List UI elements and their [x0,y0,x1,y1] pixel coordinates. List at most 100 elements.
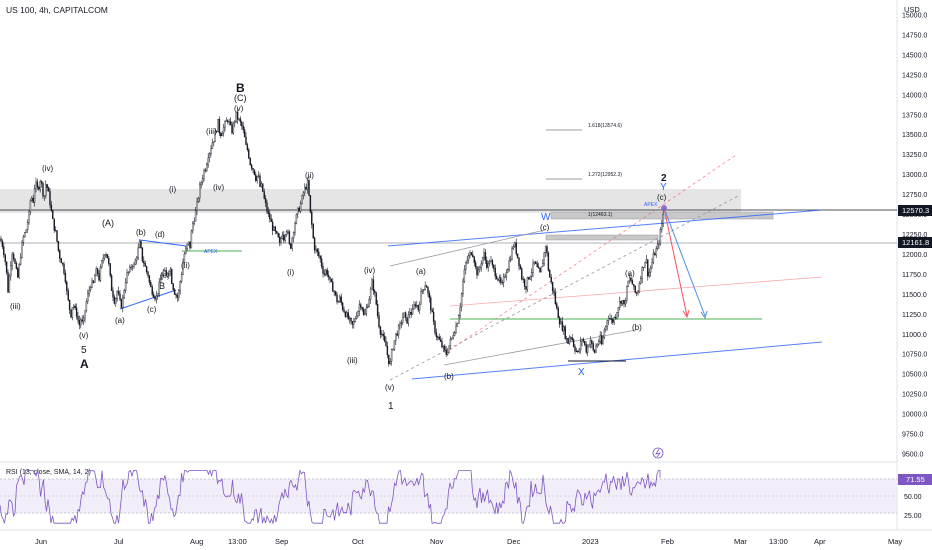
candle-body [227,120,229,123]
candle-body [381,333,383,336]
price-tick-label: 11000.0 [902,332,927,339]
candle-body [133,264,135,267]
wave-label: (iii) [347,356,358,365]
candle-body [84,310,86,319]
candle-body [341,302,344,310]
candle-body [364,313,366,315]
fib-box-2 [545,234,659,241]
candle-body [47,187,50,192]
candle-body [522,278,524,281]
candle-body [241,121,243,127]
candle-body [390,349,393,362]
time-tick-label: Nov [430,537,444,546]
candle-body [290,243,292,249]
candle-body [477,269,480,276]
candle-body [409,312,411,315]
candle-body [318,251,320,257]
price-tick-label: 14500.0 [902,52,927,59]
candle-body [476,266,478,276]
price-axis-background [897,0,932,550]
candle-body [194,210,197,222]
candle-body [14,258,16,264]
candle-body [183,253,186,263]
candle-body [368,299,370,307]
candle-body [4,254,6,262]
candle-body [238,118,240,120]
candle-body [358,304,361,312]
candle-body [313,237,316,251]
price-tick-label: 11750.0 [902,272,927,279]
candle-body [466,260,468,263]
candle-body [612,319,614,323]
candle-body [316,248,319,253]
candle-body [64,273,67,283]
candle-body [504,276,506,278]
candle-body [312,224,314,239]
candle-body [57,240,60,251]
candle-body [535,261,537,264]
price-tick-label: 13750.0 [902,112,927,119]
candle-body [29,200,32,212]
candle-body [350,317,352,322]
candle-body [61,262,64,265]
candle-body [516,253,519,258]
candle-body [213,141,215,143]
candle-body [33,188,36,203]
candle-body [278,236,281,243]
rsi-title: RSI (13, close, SMA, 14, 2) [6,469,91,476]
candle-body [165,270,167,277]
candle-body [543,252,545,264]
time-tick-label: Jul [114,537,124,546]
candle-body [446,352,449,355]
wave-label: (c) [657,193,667,202]
candle-body [371,279,373,290]
candle-body [0,238,2,242]
price-tick-label: 10750.0 [902,352,927,359]
candle-body [472,254,474,258]
candle-body [288,231,291,244]
candle-body [18,264,20,278]
candle-body [511,248,513,260]
candle-body [12,253,15,260]
price-tick-label: 9750.0 [902,432,924,439]
candle-body [592,343,594,351]
candle-body [584,340,586,345]
candle-body [95,268,97,276]
candle-body [456,323,459,327]
candle-body [525,286,527,290]
lightning-bolt-icon[interactable] [652,447,664,459]
candle-body [116,291,118,299]
candle-body [123,290,125,298]
time-tick-label: Aug [190,537,203,546]
candle-body [262,183,264,192]
candle-body [110,275,113,291]
time-tick-label: Mar [734,537,747,546]
candle-body [539,268,541,273]
candle-body [336,294,338,303]
candle-body [467,255,470,261]
wave-label: (iv) [364,266,375,275]
candle-body [558,317,561,325]
candle-body [117,291,120,295]
red-dashed-line [449,154,737,351]
triangle-upper-line [139,239,187,247]
candle-body [656,244,659,249]
candle-body [78,320,81,326]
candle-body [53,218,55,231]
candle-body [567,338,569,344]
candle-body [413,304,415,310]
candle-body [166,273,169,277]
candle-body [361,307,363,310]
candle-body [252,168,254,170]
candle-body [521,268,523,280]
candle-body [87,293,89,302]
candle-body [480,263,482,268]
candle-body [549,270,551,278]
price-tag-secondary [898,237,932,248]
candle-body [46,184,48,188]
candle-body [487,263,489,268]
candle-body [465,262,467,270]
candle-body [484,252,487,261]
wave-label: (i) [169,185,176,194]
